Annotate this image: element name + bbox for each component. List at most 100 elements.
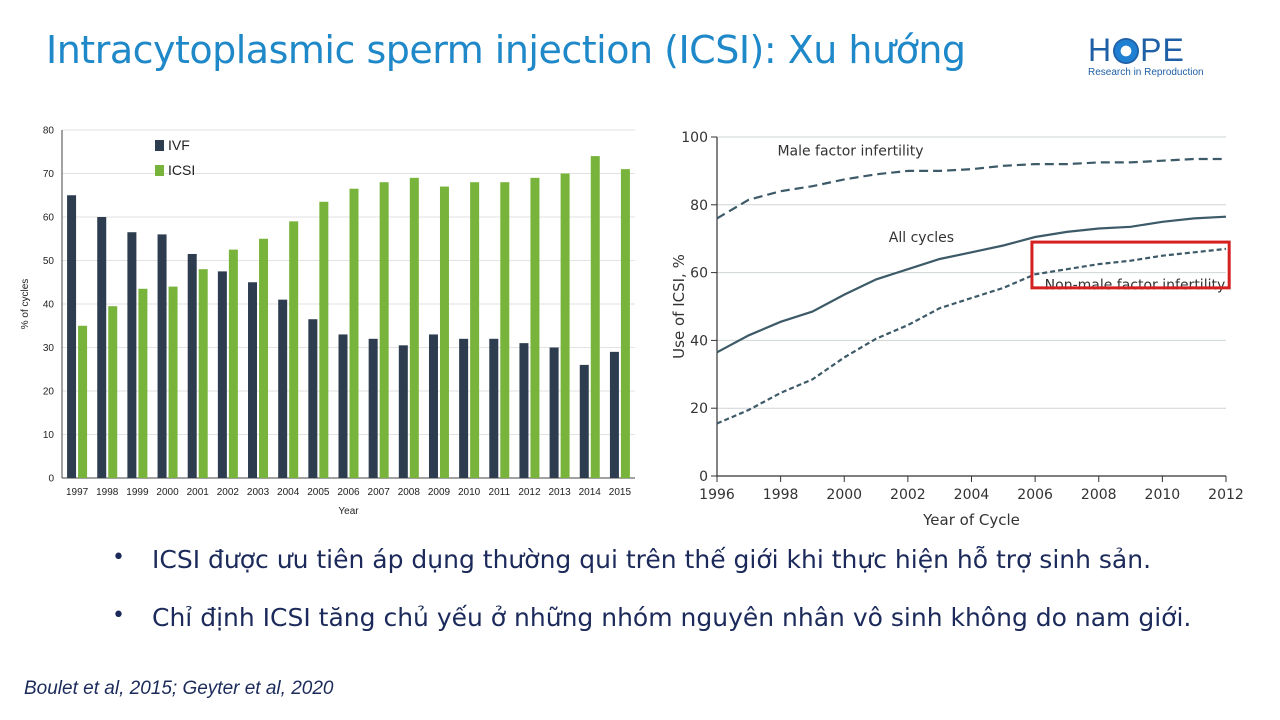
bar-ivf — [157, 234, 167, 478]
y-tick-label: 20 — [690, 401, 708, 417]
bar-icsi — [500, 182, 510, 478]
eye-icon — [1113, 38, 1140, 64]
x-tick-label: 2004 — [954, 487, 990, 503]
y-tick-label: 100 — [681, 130, 708, 146]
y-axis-title: Use of ICSI, % — [670, 254, 688, 359]
x-tick-label: 2014 — [579, 487, 602, 498]
x-tick-label: 2009 — [428, 487, 451, 498]
hope-logo: H PE Research in Reproduction — [1088, 34, 1208, 84]
series-line-male-factor-infertility — [716, 157, 1226, 220]
logo-wordmark: H PE — [1088, 34, 1208, 66]
bar-ivf — [428, 334, 438, 478]
legend-swatch-icsi — [155, 165, 164, 176]
y-tick-label: 80 — [690, 198, 708, 214]
x-tick-label: 2006 — [1017, 487, 1053, 503]
x-tick-label: 2011 — [489, 487, 511, 498]
bar-ivf — [368, 338, 378, 478]
x-tick-label: 2007 — [368, 487, 391, 498]
x-tick-label: 1998 — [96, 487, 119, 498]
y-tick-label: 60 — [690, 266, 708, 282]
bar-ivf — [459, 338, 469, 478]
bar-icsi — [289, 221, 299, 478]
logo-letters-pe: PE — [1140, 32, 1185, 68]
bar-ivf — [579, 364, 589, 478]
bar-icsi — [168, 286, 178, 478]
bar-icsi — [620, 169, 630, 478]
bar-ivf — [187, 253, 197, 478]
x-axis-title: Year of Cycle — [922, 511, 1020, 529]
bar-ivf — [398, 345, 408, 478]
bar-ivf — [127, 232, 137, 478]
bar-ivf — [308, 319, 318, 478]
x-tick-label: 2000 — [826, 487, 862, 503]
bullet-list: • ICSI được ưu tiên áp dụng thường qui t… — [110, 545, 1260, 661]
x-tick-label: 2001 — [187, 487, 210, 498]
bar-icsi — [138, 288, 148, 478]
bar-ivf — [97, 217, 107, 478]
bar-ivf — [67, 195, 77, 478]
bar-ivf — [248, 282, 258, 478]
line-chart-icsi-use: 0 20 40 60 80 100 1996 1998 2000 2002 2004 2006 2008… — [670, 130, 1244, 529]
bar-ivf — [549, 347, 559, 478]
x-tick-label: 2010 — [1145, 487, 1181, 503]
x-tick-label: 2002 — [890, 487, 926, 503]
bar-ivf — [278, 299, 288, 478]
bar-icsi — [560, 173, 570, 478]
highlight-box — [1030, 240, 1231, 290]
bar-icsi — [590, 156, 600, 478]
y-tick-label: 0 — [48, 474, 54, 485]
series-label-male-factor-infertility: Male factor infertility — [777, 144, 923, 160]
x-tick-label: 2005 — [307, 487, 330, 498]
series-line-non-male-factor-infertility — [716, 247, 1227, 425]
bar-ivf — [519, 343, 529, 478]
x-tick-label: 2003 — [247, 487, 270, 498]
bullet-text: ICSI được ưu tiên áp dụng thường qui trê… — [152, 545, 1152, 574]
bullet-text: Chỉ định ICSI tăng chủ yếu ở những nhóm … — [152, 603, 1192, 632]
citation: Boulet et al, 2015; Geyter et al, 2020 — [24, 678, 334, 699]
logo-subtitle: Research in Reproduction — [1088, 67, 1204, 78]
logo-letter-h: H — [1088, 32, 1113, 68]
legend-label-icsi: ICSI — [168, 162, 195, 178]
bar-icsi — [439, 186, 449, 479]
x-tick-label: 2015 — [609, 487, 632, 498]
x-tick-label: 2004 — [277, 487, 300, 498]
bar-icsi — [228, 249, 238, 478]
x-tick-label: 2006 — [337, 487, 360, 498]
bar-icsi — [259, 238, 269, 478]
x-tick-label: 2008 — [1081, 487, 1117, 503]
y-tick-label: 80 — [43, 126, 55, 137]
y-tick-label: 70 — [43, 169, 55, 180]
bar-icsi — [108, 306, 118, 478]
series-label-non-male-factor-infertility: Non-male factor infertility — [1045, 278, 1226, 294]
x-tick-label: 2012 — [1208, 487, 1244, 503]
bar-icsi — [530, 177, 540, 478]
bar-icsi — [379, 182, 389, 478]
bullet-item: • ICSI được ưu tiên áp dụng thường qui t… — [110, 545, 1260, 603]
y-tick-label: 60 — [43, 213, 55, 224]
y-tick-label: 20 — [43, 387, 55, 398]
legend-swatch-ivf — [155, 140, 164, 151]
y-tick-label: 50 — [43, 256, 55, 267]
bar-ivf — [217, 271, 227, 478]
bullet-symbol: • — [112, 603, 125, 628]
x-tick-label: 1998 — [763, 487, 799, 503]
x-tick-label: 1997 — [66, 487, 89, 498]
bar-icsi — [78, 325, 88, 478]
y-tick-label: 40 — [690, 333, 708, 349]
bullet-item: • Chỉ định ICSI tăng chủ yếu ở những nhó… — [110, 603, 1260, 661]
x-tick-label: 2010 — [458, 487, 481, 498]
slide-title: Intracytoplasmic sperm injection (ICSI):… — [46, 28, 966, 72]
y-tick-label: 0 — [699, 469, 708, 485]
bullet-symbol: • — [112, 545, 125, 570]
x-axis-title: Year — [338, 506, 359, 517]
bar-icsi — [409, 177, 419, 478]
x-tick-label: 2008 — [398, 487, 421, 498]
x-tick-label: 2012 — [518, 487, 541, 498]
y-tick-label: 30 — [43, 343, 55, 354]
series-line-all-cycles — [716, 215, 1227, 354]
y-tick-label: 40 — [43, 300, 55, 311]
x-tick-label: 1999 — [126, 487, 149, 498]
bar-icsi — [319, 201, 329, 478]
bar-ivf — [489, 338, 499, 478]
bar-icsi — [349, 188, 359, 478]
